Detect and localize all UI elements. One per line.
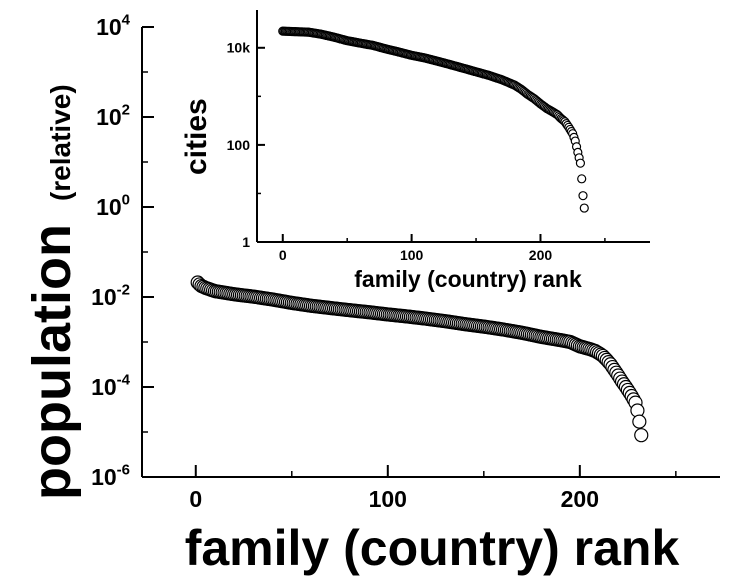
inset-data-point [578, 191, 588, 201]
inset-y-axis-label: cities [180, 98, 213, 175]
inset-y-tick-label: 100 [227, 137, 251, 153]
main-x-ticks: 0 100 200 [189, 465, 599, 512]
inset-data-points [278, 26, 589, 213]
inset-data-point [575, 158, 586, 168]
inset-data-point [577, 174, 587, 184]
main-x-tick-label: 0 [189, 486, 202, 512]
main-y-tick-label: 102 [96, 102, 130, 130]
inset-background [257, 10, 650, 242]
inset-y-tick-label: 1 [242, 234, 250, 250]
main-y-tick-label: 100 [96, 192, 130, 220]
main-x-tick-label: 100 [369, 486, 407, 512]
main-data-point [632, 414, 647, 429]
main-y-axis-label-main: population [22, 224, 82, 500]
main-y-tick-label: 10-6 [91, 462, 130, 490]
inset-chart: 10k 100 1 0 100 200 family (country) rank ci… [180, 10, 650, 292]
main-chart: 104 102 100 10-2 10-4 10-6 0 100 200 family (co… [22, 12, 720, 576]
main-x-axis-label: family (country) rank [185, 520, 680, 576]
main-y-axis-label-suffix: (relative) [45, 84, 76, 201]
main-y-tick-label: 104 [96, 12, 131, 40]
main-y-tick-label: 10-2 [91, 282, 130, 310]
inset-x-tick-label: 0 [279, 247, 287, 263]
main-y-tick-label: 10-4 [91, 372, 131, 400]
inset-x-ticks: 0 100 200 [279, 234, 552, 263]
main-data-point [634, 428, 649, 443]
main-y-axis-label: population (relative) [22, 84, 82, 500]
inset-y-tick-label: 10k [227, 40, 251, 56]
main-y-ticks: 104 102 100 10-2 10-4 10-6 [91, 12, 154, 490]
main-x-tick-label: 200 [561, 486, 599, 512]
inset-x-tick-label: 100 [400, 247, 424, 263]
inset-y-ticks: 10k 100 1 [227, 40, 265, 250]
inset-x-axis-label: family (country) rank [354, 266, 582, 292]
inset-data-point [579, 203, 589, 213]
main-data-points [190, 275, 649, 443]
inset-x-tick-label: 200 [529, 247, 553, 263]
